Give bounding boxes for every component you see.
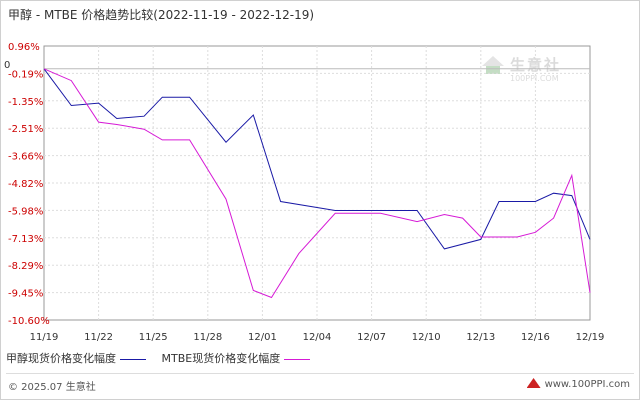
x-tick-label: 12/16 — [521, 332, 550, 343]
y-tick-label: 0.96% — [8, 42, 40, 53]
legend-swatch-methanol — [120, 358, 146, 360]
legend-swatch-mtbe — [284, 358, 311, 360]
footer-copyright: © 2025.07 生意社 — [8, 382, 96, 393]
watermark-name: 生意社 — [510, 56, 562, 74]
x-tick-label: 12/04 — [303, 332, 332, 343]
series-line-1 — [43, 68, 591, 299]
y-tick-label: -4.82% — [8, 179, 43, 190]
y-tick-label: -1.35% — [8, 97, 43, 108]
y-axis-ticks: 0.96% -0.19% -1.35% -2.51% -3.66% -4.82% -5.98… — [4, 42, 50, 327]
y-tick-label: -5.98% — [8, 206, 43, 217]
footer-site: www.100PPI.com — [526, 378, 630, 390]
y-tick-label: -10.60% — [8, 316, 50, 327]
x-tick-label: 11/25 — [139, 332, 168, 343]
footer-site-url: www.100PPI.com — [544, 379, 630, 390]
x-tick-label: 12/07 — [357, 332, 386, 343]
y-tick-label: -2.51% — [8, 124, 43, 135]
y-tick-label: -0.19% — [8, 69, 43, 80]
x-tick-label: 11/28 — [193, 332, 222, 343]
series-lines — [43, 68, 591, 299]
x-tick-label: 12/13 — [466, 332, 495, 343]
watermark-url: 100PPI.COM — [510, 74, 559, 83]
x-tick-label: 12/01 — [248, 332, 277, 343]
watermark: 生意社 100PPI.COM — [482, 52, 582, 86]
x-tick-label: 11/19 — [30, 332, 59, 343]
watermark-logo-icon — [482, 56, 504, 74]
y-zero-marker: 0 — [4, 60, 10, 71]
x-tick-label: 12/10 — [412, 332, 441, 343]
x-axis-ticks: 11/19 11/22 11/25 11/28 12/01 12/04 12/07 12/10… — [30, 332, 605, 343]
legend: 甲醇现货价格变化幅度 MTBE现货价格变化幅度 — [6, 350, 322, 366]
legend-item-mtbe: MTBE现货价格变化幅度 — [162, 350, 311, 366]
series-line-0 — [43, 68, 591, 250]
y-tick-label: -8.29% — [8, 261, 43, 272]
y-tick-label: -7.13% — [8, 234, 43, 245]
legend-item-methanol: 甲醇现货价格变化幅度 — [6, 350, 146, 366]
x-tick-label: 12/19 — [576, 332, 605, 343]
footer-divider — [6, 373, 634, 374]
legend-label-methanol: 甲醇现货价格变化幅度 — [6, 352, 116, 365]
y-tick-label: -3.66% — [8, 152, 43, 163]
chart-title: 甲醇 - MTBE 价格趋势比较(2022-11-19 - 2022-12-19… — [8, 8, 315, 22]
x-tick-label: 11/22 — [84, 332, 113, 343]
legend-label-mtbe: MTBE现货价格变化幅度 — [161, 352, 281, 365]
y-tick-label: -9.45% — [8, 289, 43, 300]
grid-lines — [43, 45, 591, 321]
site-logo-icon — [526, 378, 541, 388]
